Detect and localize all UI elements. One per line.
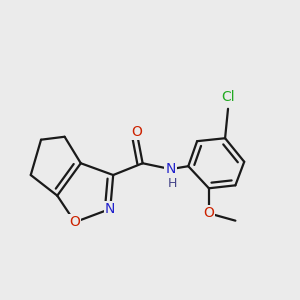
Text: N: N <box>105 202 116 216</box>
Text: N: N <box>165 162 176 176</box>
Text: O: O <box>203 206 214 220</box>
Text: O: O <box>70 215 80 229</box>
Text: O: O <box>131 125 142 139</box>
Text: Cl: Cl <box>221 90 235 104</box>
Text: H: H <box>167 177 177 190</box>
